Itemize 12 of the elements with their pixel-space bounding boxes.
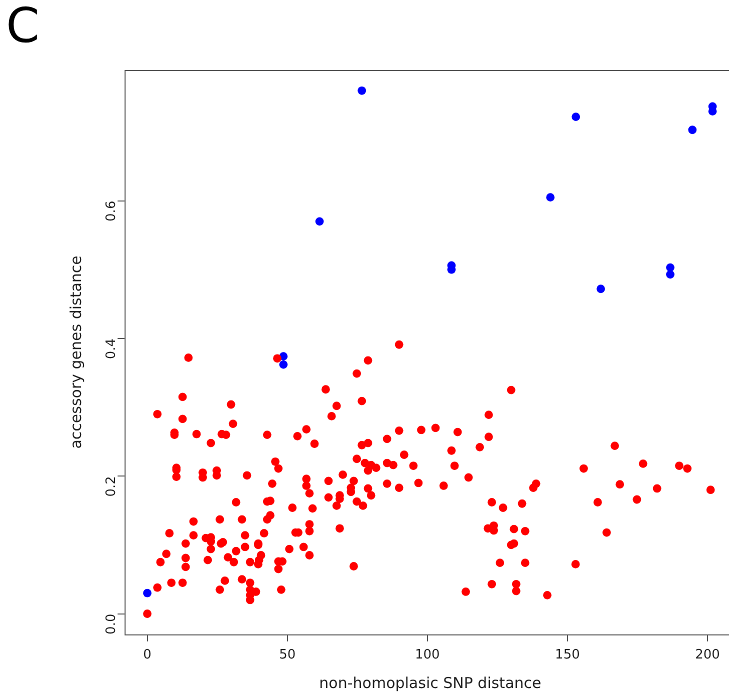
y-tick-label: 0.0 (104, 614, 119, 634)
x-tick-label: 0 (143, 648, 152, 663)
y-tick-label: 0.4 (104, 338, 119, 360)
x-tick-label: 100 (414, 648, 440, 663)
x-tick-label: 200 (695, 648, 720, 663)
x-axis-title: non-homoplasic SNP distance (319, 674, 542, 692)
y-axis-title: accessory genes distance (66, 256, 85, 449)
y-tick-label: 0.2 (104, 476, 119, 497)
chart-title: C (6, 0, 40, 54)
x-tick-label: 150 (555, 648, 580, 663)
x-tick-label: 50 (279, 648, 296, 663)
y-tick-label: 0.6 (104, 200, 119, 222)
